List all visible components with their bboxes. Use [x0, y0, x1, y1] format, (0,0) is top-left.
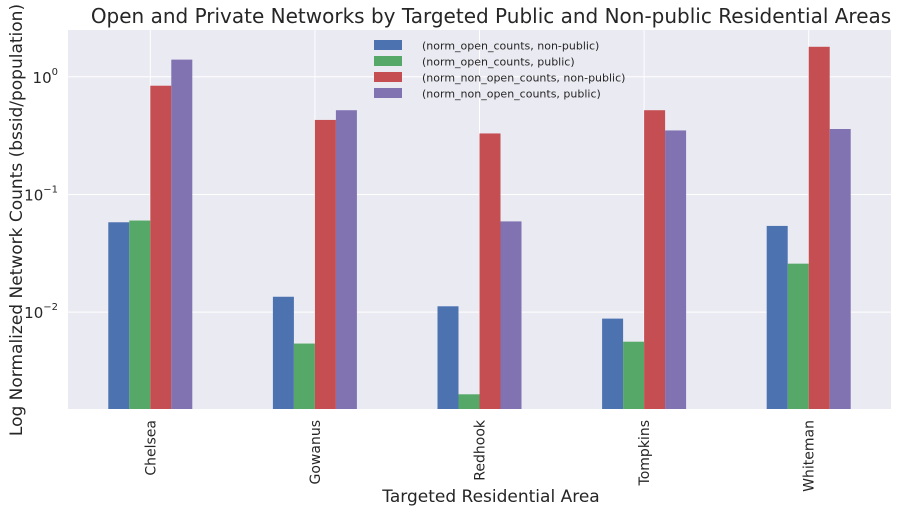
bar-redhook-series-1 — [437, 306, 459, 409]
chart-title: Open and Private Networks by Targeted Pu… — [91, 4, 891, 28]
bar-tompkins-series-2 — [623, 341, 645, 409]
y-axis-ticks: 10−2 10−1 100 — [24, 67, 58, 322]
bar-whiteman-series-2 — [787, 263, 809, 409]
bar-gowanus-series-2 — [293, 343, 315, 409]
y-tick-label: 10−1 — [24, 184, 58, 204]
legend-swatch-2 — [374, 56, 402, 66]
bar-whiteman-series-4 — [829, 129, 851, 409]
x-tick-label-chelsea: Chelsea — [143, 420, 159, 476]
x-tick-label-redhook: Redhook — [473, 419, 489, 481]
bar-chelsea-series-2 — [129, 220, 151, 409]
legend: (norm_open_counts, non-public) (norm_open… — [374, 40, 625, 101]
bar-chelsea-series-4 — [171, 59, 193, 409]
legend-swatch-1 — [374, 40, 402, 50]
bar-redhook-series-4 — [500, 221, 522, 409]
bar-chelsea-series-1 — [108, 222, 130, 409]
bar-whiteman-series-3 — [808, 46, 830, 410]
x-tick-label-whiteman: Whiteman — [802, 420, 818, 492]
bar-gowanus-series-3 — [314, 119, 336, 409]
y-axis-label: Log Normalized Network Counts (bssid/pop… — [7, 4, 27, 436]
bar-whiteman-series-1 — [766, 225, 788, 409]
bar-gowanus-series-4 — [335, 110, 357, 409]
bar-tompkins-series-4 — [665, 130, 687, 410]
legend-label-1: (norm_open_counts, non-public) — [422, 40, 599, 53]
y-tick-label: 10−2 — [24, 302, 58, 322]
bar-gowanus-series-1 — [272, 296, 294, 409]
legend-label-4: (norm_non_open_counts, public) — [422, 88, 601, 101]
legend-swatch-4 — [374, 88, 402, 98]
bar-redhook-series-2 — [458, 394, 480, 409]
bar-tompkins-series-1 — [602, 318, 624, 409]
bar-redhook-series-3 — [479, 133, 501, 409]
bars — [108, 46, 851, 410]
legend-label-3: (norm_non_open_counts, non-public) — [422, 72, 625, 85]
x-tick-label-tompkins: Tompkins — [637, 420, 653, 486]
bar-tompkins-series-3 — [644, 110, 666, 409]
x-axis-label: Targeted Residential Area — [381, 487, 599, 507]
x-axis-ticks: Chelsea Gowanus Redhook Tompkins Whiteman — [143, 419, 817, 492]
legend-label-2: (norm_open_counts, public) — [422, 56, 575, 69]
y-tick-label: 100 — [33, 67, 58, 87]
x-tick-label-gowanus: Gowanus — [308, 420, 324, 484]
legend-swatch-3 — [374, 72, 402, 82]
bar-chelsea-series-3 — [150, 85, 172, 410]
